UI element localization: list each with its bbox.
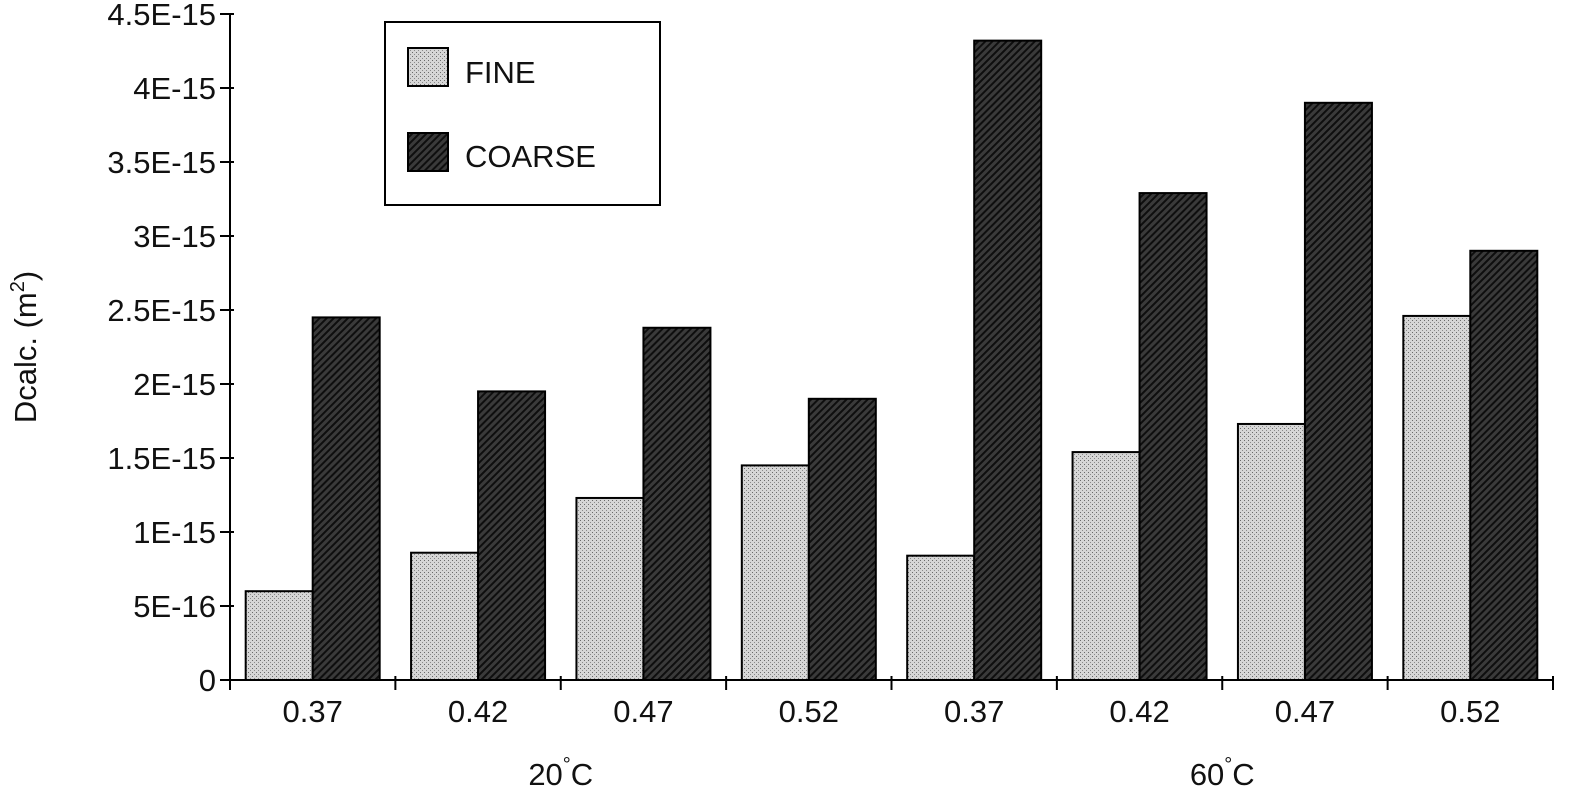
y-tick-label: 3E-15 (133, 219, 216, 254)
x-tick-label: 0.47 (1275, 694, 1335, 729)
y-axis-title-main: Dcalc. (m (8, 292, 43, 423)
bars (244, 39, 1539, 682)
legend: FINE COARSE (384, 21, 661, 206)
x-tick-label: 0.52 (779, 694, 839, 729)
bar-fine (906, 554, 976, 681)
bar-coarse (477, 390, 547, 681)
bar-fine (1071, 451, 1141, 681)
y-tick-label: 5E-16 (133, 589, 216, 624)
y-tick-label: 2.5E-15 (107, 293, 216, 328)
bar-fine (1236, 422, 1306, 681)
y-tick-label: 4E-15 (133, 71, 216, 106)
y-tick-label: 3.5E-15 (107, 145, 216, 180)
y-axis-title-close: ) (8, 271, 43, 281)
x-tick-label: 0.47 (613, 694, 673, 729)
legend-label-coarse: COARSE (465, 139, 596, 174)
legend-label-fine: FINE (465, 55, 536, 90)
y-tick-label: 4.5E-15 (107, 0, 216, 32)
y-tick-label: 1E-15 (133, 515, 216, 550)
x-tick-label: 0.42 (1109, 694, 1169, 729)
x-tick-label: 0.37 (283, 694, 343, 729)
bar-coarse (1303, 101, 1373, 682)
bar-fine (244, 590, 314, 682)
bar-fine (575, 496, 645, 681)
x-tick-label: 0.37 (944, 694, 1004, 729)
y-tick-label: 1.5E-15 (107, 441, 216, 476)
x-tick-label: 0.52 (1440, 694, 1500, 729)
group-label-value: 20 (528, 757, 562, 790)
y-tick-label: 0 (199, 663, 216, 698)
y-axis-title: Dcalc. (m2) (7, 271, 43, 423)
group-label-degree: ° (563, 754, 571, 776)
x-axis: 0.37 0.42 0.47 0.52 0.37 0.42 0.47 0.52 20°C 60°… (229, 676, 1554, 790)
bar-fine (1402, 314, 1472, 681)
y-axis: 0 5E-16 1E-15 1.5E-15 2E-15 2.5E-15 3E-15 3.5E-… (107, 0, 234, 698)
legend-swatch-coarse (407, 132, 449, 172)
bar-coarse (973, 39, 1043, 681)
group-label-degree: ° (1224, 754, 1232, 776)
bar-coarse (807, 397, 877, 681)
y-ticks: 0 5E-16 1E-15 1.5E-15 2E-15 2.5E-15 3E-15 3.5E-… (107, 0, 234, 698)
bar-fine (410, 551, 480, 681)
group-label: 20°C (528, 754, 593, 790)
group-label: 60°C (1190, 754, 1255, 790)
bar-coarse (311, 316, 381, 681)
group-label-unit: C (571, 757, 593, 790)
bar-coarse (642, 326, 712, 681)
y-tick-label: 2E-15 (133, 367, 216, 402)
bar-fine (740, 464, 810, 681)
y-axis-title-sup: 2 (7, 281, 29, 292)
x-tick-label: 0.42 (448, 694, 508, 729)
x-ticks: 0.37 0.42 0.47 0.52 0.37 0.42 0.47 0.52 (229, 676, 1554, 729)
group-label-unit: C (1232, 757, 1254, 790)
legend-swatch-fine (407, 47, 449, 87)
bar-coarse (1469, 249, 1539, 682)
group-label-value: 60 (1190, 757, 1224, 790)
group-labels: 20°C 60°C (528, 754, 1254, 790)
bar-coarse (1138, 192, 1208, 682)
